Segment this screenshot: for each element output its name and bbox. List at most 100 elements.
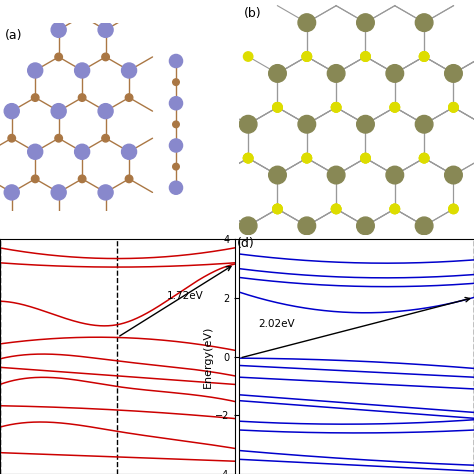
Circle shape [331, 204, 341, 214]
Text: (a): (a) [5, 29, 22, 42]
Circle shape [273, 102, 282, 112]
Circle shape [173, 164, 179, 170]
Circle shape [419, 154, 429, 163]
Circle shape [302, 52, 311, 61]
Circle shape [244, 52, 253, 61]
Circle shape [328, 166, 345, 184]
Circle shape [449, 102, 458, 112]
Circle shape [273, 204, 282, 214]
Circle shape [390, 102, 400, 112]
Circle shape [390, 204, 400, 214]
Circle shape [169, 139, 182, 152]
Circle shape [4, 185, 19, 200]
Circle shape [390, 204, 400, 214]
Circle shape [31, 175, 39, 182]
Circle shape [239, 116, 257, 133]
Circle shape [390, 102, 400, 112]
Circle shape [125, 175, 133, 182]
Circle shape [298, 217, 316, 235]
Circle shape [361, 52, 370, 61]
Circle shape [302, 154, 311, 163]
Circle shape [244, 154, 253, 163]
Circle shape [121, 144, 137, 159]
Circle shape [415, 217, 433, 235]
Circle shape [302, 52, 311, 61]
Circle shape [169, 55, 182, 68]
Circle shape [331, 204, 341, 214]
Circle shape [386, 166, 403, 184]
Circle shape [173, 79, 179, 85]
Circle shape [445, 64, 462, 82]
Circle shape [173, 121, 179, 128]
Circle shape [98, 185, 113, 200]
Circle shape [169, 181, 182, 194]
Circle shape [449, 102, 458, 112]
Circle shape [390, 204, 400, 214]
Circle shape [78, 175, 86, 182]
Circle shape [449, 204, 458, 214]
Circle shape [269, 166, 286, 184]
Circle shape [27, 63, 43, 78]
Circle shape [244, 154, 253, 163]
Circle shape [273, 102, 282, 112]
Text: 1.72eV: 1.72eV [166, 291, 203, 301]
Circle shape [356, 116, 374, 133]
Circle shape [302, 154, 311, 163]
Circle shape [244, 154, 253, 163]
Circle shape [98, 22, 113, 37]
Circle shape [102, 53, 109, 61]
Circle shape [298, 14, 316, 31]
Circle shape [273, 102, 282, 112]
Y-axis label: Energy(eV): Energy(eV) [202, 326, 212, 388]
Circle shape [125, 94, 133, 101]
Circle shape [361, 154, 370, 163]
Circle shape [419, 52, 429, 61]
Circle shape [298, 116, 316, 133]
Circle shape [74, 63, 90, 78]
Text: (b): (b) [244, 7, 262, 20]
Circle shape [328, 64, 345, 82]
Circle shape [8, 135, 16, 142]
Circle shape [445, 166, 462, 184]
Circle shape [419, 154, 429, 163]
Circle shape [419, 52, 429, 61]
Circle shape [419, 154, 429, 163]
Circle shape [121, 63, 137, 78]
Circle shape [273, 204, 282, 214]
Circle shape [4, 104, 19, 118]
Circle shape [98, 104, 113, 118]
Circle shape [302, 154, 311, 163]
Text: (d): (d) [237, 237, 255, 250]
Circle shape [331, 102, 341, 112]
Circle shape [449, 102, 458, 112]
Circle shape [51, 22, 66, 37]
Circle shape [74, 144, 90, 159]
Circle shape [55, 135, 63, 142]
Text: 2.02eV: 2.02eV [258, 319, 295, 329]
Circle shape [169, 97, 182, 110]
Circle shape [415, 14, 433, 31]
Circle shape [415, 116, 433, 133]
Circle shape [273, 204, 282, 214]
Circle shape [269, 64, 286, 82]
Circle shape [361, 154, 370, 163]
Circle shape [27, 144, 43, 159]
Circle shape [419, 52, 429, 61]
Circle shape [78, 94, 86, 101]
Circle shape [331, 204, 341, 214]
Circle shape [55, 53, 63, 61]
Circle shape [361, 154, 370, 163]
Circle shape [31, 94, 39, 101]
Circle shape [302, 52, 311, 61]
Circle shape [361, 52, 370, 61]
Circle shape [386, 64, 403, 82]
Circle shape [331, 102, 341, 112]
Circle shape [356, 217, 374, 235]
Circle shape [356, 14, 374, 31]
Circle shape [51, 104, 66, 118]
Circle shape [51, 185, 66, 200]
Circle shape [239, 217, 257, 235]
Circle shape [449, 204, 458, 214]
Circle shape [390, 102, 400, 112]
Circle shape [102, 135, 109, 142]
